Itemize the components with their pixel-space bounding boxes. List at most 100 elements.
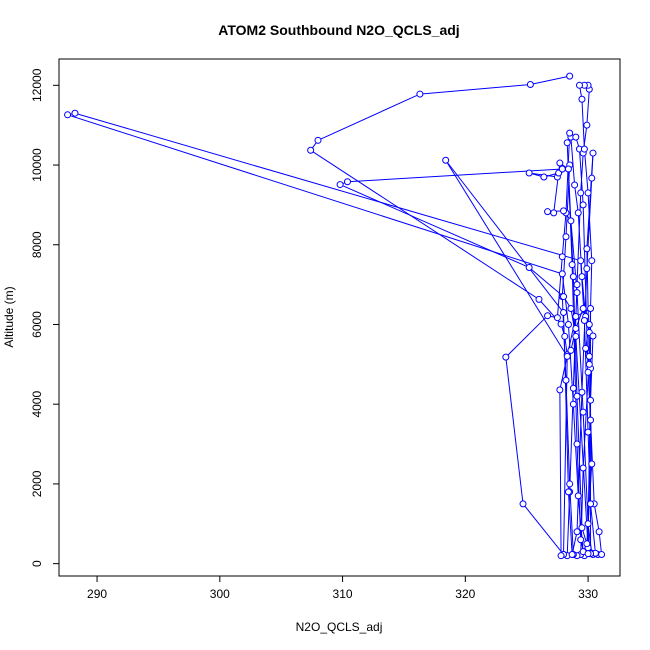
y-tick-label: 12000 — [30, 68, 44, 102]
series-segment — [505, 357, 524, 504]
x-tick-label: 290 — [87, 587, 107, 601]
data-point — [535, 295, 543, 303]
series-layer — [64, 72, 606, 560]
data-point — [567, 217, 575, 225]
y-axis: 0 2000 4000 6000 8000 10000 12000 — [30, 68, 60, 567]
data-point — [580, 145, 588, 153]
data-point — [567, 305, 575, 313]
series-segment — [563, 356, 568, 555]
data-point — [582, 344, 590, 352]
series-segment — [559, 389, 562, 556]
data-point — [574, 209, 582, 217]
data-point — [564, 165, 572, 173]
data-point — [584, 368, 592, 376]
data-point — [71, 109, 79, 117]
data-point — [588, 174, 596, 182]
data-point — [566, 72, 574, 80]
data-point — [569, 384, 577, 392]
data-point — [573, 281, 581, 289]
data-point — [583, 265, 591, 273]
series-segment — [576, 392, 583, 532]
data-point — [589, 332, 597, 340]
series-segment — [561, 236, 567, 297]
data-point — [558, 270, 566, 278]
series-segment — [583, 149, 589, 193]
data-point — [585, 360, 593, 368]
y-axis-label: Altitude (m) — [2, 286, 16, 347]
series-segment — [67, 114, 563, 275]
data-point — [563, 139, 571, 147]
data-point — [519, 500, 527, 508]
data-point — [578, 95, 586, 103]
data-point — [568, 261, 576, 269]
data-point — [572, 332, 580, 340]
series-segment — [583, 320, 589, 433]
series-segment — [598, 531, 603, 555]
data-point — [580, 316, 588, 324]
data-point — [566, 480, 574, 488]
data-point — [569, 273, 577, 281]
x-tick-label: 330 — [578, 587, 598, 601]
data-point — [588, 257, 596, 265]
data-point — [579, 305, 587, 313]
data-point — [583, 245, 591, 253]
data-point — [585, 320, 593, 328]
data-point — [550, 209, 558, 217]
y-tick-label: 6000 — [30, 311, 44, 338]
y-tick-label: 8000 — [30, 231, 44, 258]
series-segment — [445, 159, 568, 357]
series-segment — [581, 99, 585, 150]
data-point — [583, 540, 591, 548]
data-point — [525, 169, 533, 177]
series-segment — [528, 267, 564, 297]
data-point — [598, 550, 606, 558]
series-segment — [571, 531, 578, 555]
data-point — [577, 257, 585, 265]
data-point — [566, 129, 574, 137]
data-point — [584, 189, 592, 197]
data-point — [560, 309, 568, 317]
data-point — [557, 320, 565, 328]
series-segment — [445, 159, 564, 313]
series-segment — [74, 112, 581, 262]
series-segment — [570, 137, 576, 185]
data-point — [587, 500, 595, 508]
y-tick-label: 2000 — [30, 470, 44, 497]
data-point — [568, 550, 576, 558]
x-axis-label: N2O_QCLS_adj — [296, 620, 383, 634]
series-segment — [569, 483, 574, 555]
series-segment — [339, 184, 530, 268]
data-point — [526, 81, 534, 89]
series-segment — [505, 315, 548, 358]
series-segment — [522, 503, 564, 555]
series-segment — [580, 153, 584, 193]
x-tick-label: 320 — [455, 587, 475, 601]
data-point — [578, 524, 586, 532]
data-point — [567, 346, 575, 354]
data-point — [563, 352, 571, 360]
data-point — [574, 492, 582, 500]
series-segment — [317, 93, 421, 141]
series-segment — [591, 153, 594, 179]
data-point — [579, 464, 587, 472]
data-point — [573, 440, 581, 448]
data-point — [584, 428, 592, 436]
data-point — [571, 181, 579, 189]
series-segment — [587, 192, 593, 261]
series-segment — [530, 75, 570, 86]
data-point — [573, 392, 581, 400]
data-point — [540, 173, 548, 181]
data-point — [564, 320, 572, 328]
series-segment — [419, 84, 531, 95]
data-point — [573, 289, 581, 297]
data-point — [442, 156, 450, 164]
series-segment — [567, 491, 573, 555]
data-point — [556, 159, 564, 167]
data-point — [556, 386, 564, 394]
data-point — [569, 400, 577, 408]
series-segment — [556, 256, 563, 318]
data-point — [579, 201, 587, 209]
series-segment — [576, 192, 582, 285]
data-point — [572, 313, 580, 321]
